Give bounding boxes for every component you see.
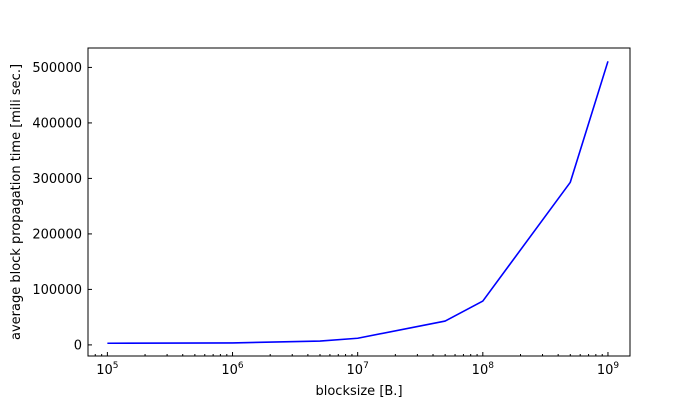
y-axis: 0 100000 200000 300000 400000 500000	[32, 61, 92, 353]
series-line	[107, 61, 609, 345]
x-axis: 105 106 107 108 109	[87, 352, 620, 378]
x-tick-label: 105	[96, 361, 118, 378]
x-axis-label: blocksize [B.]	[315, 384, 402, 399]
y-tick-label: 300000	[32, 172, 82, 187]
x-tick-label: 108	[472, 361, 495, 378]
plot-frame	[87, 47, 631, 357]
y-tick-label: 100000	[32, 283, 82, 298]
x-tick-label: 106	[221, 361, 244, 378]
x-tick-label: 107	[347, 361, 369, 378]
y-tick-label: 200000	[32, 227, 82, 242]
x-tick-label: 109	[597, 361, 620, 378]
y-axis-label: average block propagation time [mili sec…	[9, 64, 24, 340]
y-tick-label: 500000	[32, 61, 82, 76]
plot-area	[107, 61, 609, 345]
y-tick-label: 400000	[32, 116, 82, 131]
y-tick-label: 0	[74, 338, 82, 353]
